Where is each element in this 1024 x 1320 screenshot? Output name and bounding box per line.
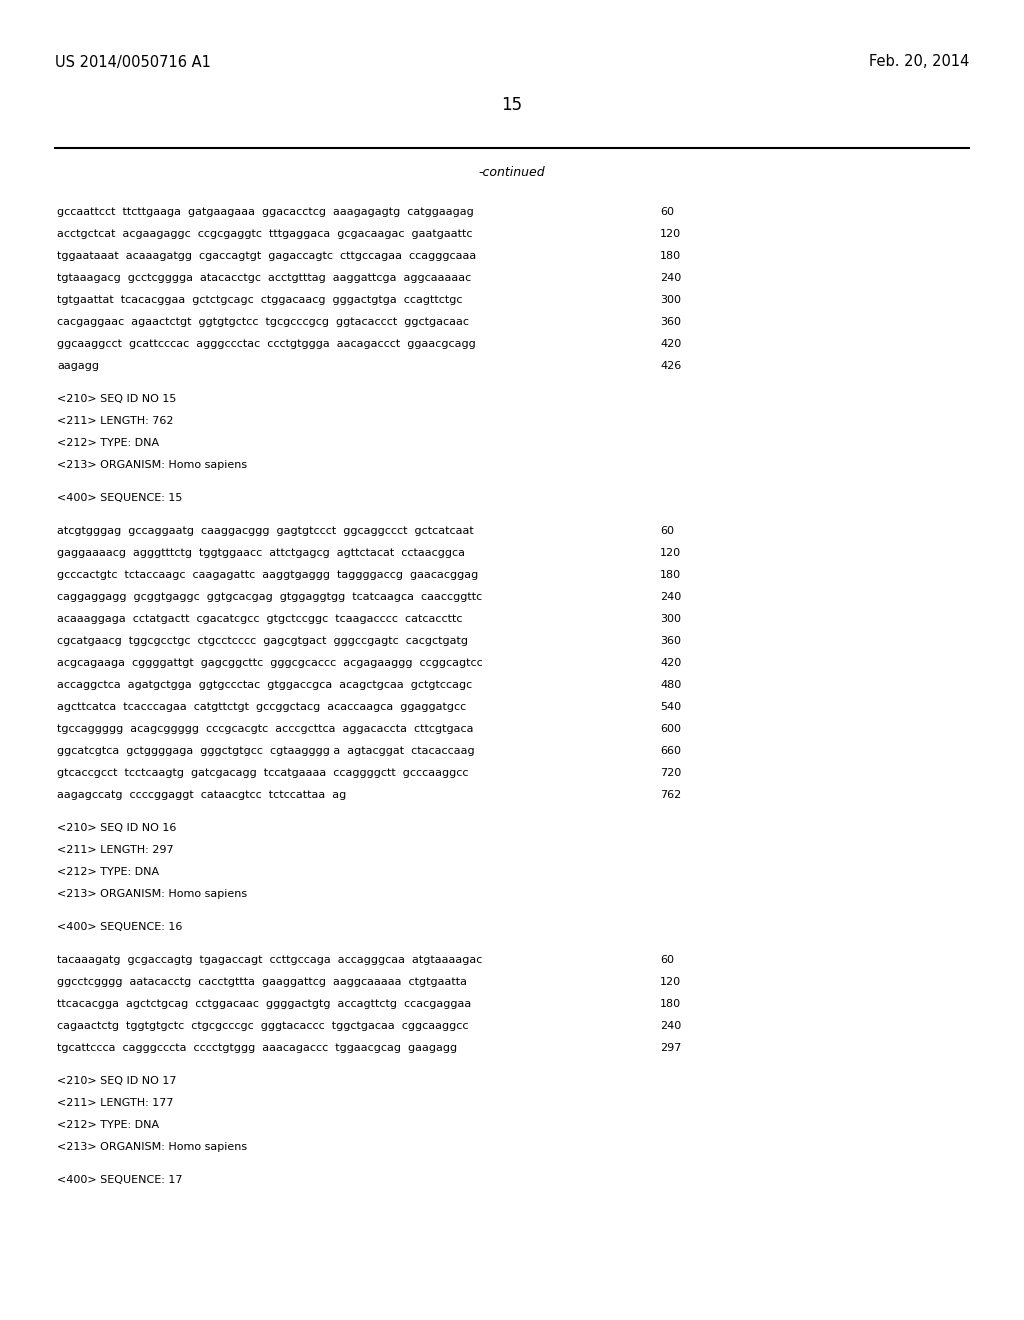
Text: caggaggagg  gcggtgaggc  ggtgcacgag  gtggaggtgg  tcatcaagca  caaccggttc: caggaggagg gcggtgaggc ggtgcacgag gtggagg… (57, 591, 482, 602)
Text: 120: 120 (660, 228, 681, 239)
Text: agcttcatca  tcacccagaa  catgttctgt  gccggctacg  acaccaagca  ggaggatgcc: agcttcatca tcacccagaa catgttctgt gccggct… (57, 702, 466, 711)
Text: 180: 180 (660, 251, 681, 261)
Text: 300: 300 (660, 294, 681, 305)
Text: ttcacacgga  agctctgcag  cctggacaac  ggggactgtg  accagttctg  ccacgaggaa: ttcacacgga agctctgcag cctggacaac ggggact… (57, 999, 471, 1008)
Text: 120: 120 (660, 977, 681, 987)
Text: 426: 426 (660, 360, 681, 371)
Text: 420: 420 (660, 339, 681, 348)
Text: <400> SEQUENCE: 16: <400> SEQUENCE: 16 (57, 921, 182, 932)
Text: 300: 300 (660, 614, 681, 624)
Text: accaggctca  agatgctgga  ggtgccctac  gtggaccgca  acagctgcaa  gctgtccagc: accaggctca agatgctgga ggtgccctac gtggacc… (57, 680, 472, 690)
Text: 180: 180 (660, 999, 681, 1008)
Text: 540: 540 (660, 702, 681, 711)
Text: <211> LENGTH: 297: <211> LENGTH: 297 (57, 845, 174, 855)
Text: 60: 60 (660, 207, 674, 216)
Text: <213> ORGANISM: Homo sapiens: <213> ORGANISM: Homo sapiens (57, 459, 247, 470)
Text: ggcctcgggg  aatacacctg  cacctgttta  gaaggattcg  aaggcaaaaa  ctgtgaatta: ggcctcgggg aatacacctg cacctgttta gaaggat… (57, 977, 467, 987)
Text: 360: 360 (660, 636, 681, 645)
Text: cacgaggaac  agaactctgt  ggtgtgctcc  tgcgcccgcg  ggtacaccct  ggctgacaac: cacgaggaac agaactctgt ggtgtgctcc tgcgccc… (57, 317, 469, 327)
Text: aagagccatg  ccccggaggt  cataacgtcc  tctccattaa  ag: aagagccatg ccccggaggt cataacgtcc tctccat… (57, 789, 346, 800)
Text: 480: 480 (660, 680, 681, 690)
Text: 660: 660 (660, 746, 681, 756)
Text: 297: 297 (660, 1043, 681, 1053)
Text: 180: 180 (660, 570, 681, 579)
Text: 60: 60 (660, 954, 674, 965)
Text: -continued: -continued (478, 165, 546, 178)
Text: aagagg: aagagg (57, 360, 99, 371)
Text: 240: 240 (660, 591, 681, 602)
Text: tgcattccca  cagggcccta  cccctgtggg  aaacagaccc  tggaacgcag  gaagagg: tgcattccca cagggcccta cccctgtggg aaacaga… (57, 1043, 457, 1053)
Text: atcgtgggag  gccaggaatg  caaggacggg  gagtgtccct  ggcaggccct  gctcatcaat: atcgtgggag gccaggaatg caaggacggg gagtgtc… (57, 525, 474, 536)
Text: 60: 60 (660, 525, 674, 536)
Text: <213> ORGANISM: Homo sapiens: <213> ORGANISM: Homo sapiens (57, 888, 247, 899)
Text: 240: 240 (660, 1020, 681, 1031)
Text: cgcatgaacg  tggcgcctgc  ctgcctcccc  gagcgtgact  gggccgagtc  cacgctgatg: cgcatgaacg tggcgcctgc ctgcctcccc gagcgtg… (57, 636, 468, 645)
Text: US 2014/0050716 A1: US 2014/0050716 A1 (55, 54, 211, 70)
Text: 240: 240 (660, 273, 681, 282)
Text: cagaactctg  tggtgtgctc  ctgcgcccgc  gggtacaccc  tggctgacaa  cggcaaggcc: cagaactctg tggtgtgctc ctgcgcccgc gggtaca… (57, 1020, 469, 1031)
Text: tacaaagatg  gcgaccagtg  tgagaccagt  ccttgccaga  accagggcaa  atgtaaaagac: tacaaagatg gcgaccagtg tgagaccagt ccttgcc… (57, 954, 482, 965)
Text: ggcatcgtca  gctggggaga  gggctgtgcc  cgtaagggg a  agtacggat  ctacaccaag: ggcatcgtca gctggggaga gggctgtgcc cgtaagg… (57, 746, 475, 756)
Text: <212> TYPE: DNA: <212> TYPE: DNA (57, 438, 159, 447)
Text: tgtaaagacg  gcctcgggga  atacacctgc  acctgtttag  aaggattcga  aggcaaaaac: tgtaaagacg gcctcgggga atacacctgc acctgtt… (57, 273, 471, 282)
Text: Feb. 20, 2014: Feb. 20, 2014 (868, 54, 969, 70)
Text: tggaataaat  acaaagatgg  cgaccagtgt  gagaccagtc  cttgccagaa  ccagggcaaa: tggaataaat acaaagatgg cgaccagtgt gagacca… (57, 251, 476, 261)
Text: gtcaccgcct  tcctcaagtg  gatcgacagg  tccatgaaaa  ccaggggctt  gcccaaggcc: gtcaccgcct tcctcaagtg gatcgacagg tccatga… (57, 768, 469, 777)
Text: gcccactgtc  tctaccaagc  caagagattc  aaggtgaggg  taggggaccg  gaacacggag: gcccactgtc tctaccaagc caagagattc aaggtga… (57, 570, 478, 579)
Text: <211> LENGTH: 177: <211> LENGTH: 177 (57, 1098, 173, 1107)
Text: tgccaggggg  acagcggggg  cccgcacgtc  acccgcttca  aggacaccta  cttcgtgaca: tgccaggggg acagcggggg cccgcacgtc acccgct… (57, 723, 473, 734)
Text: <210> SEQ ID NO 15: <210> SEQ ID NO 15 (57, 393, 176, 404)
Text: <212> TYPE: DNA: <212> TYPE: DNA (57, 867, 159, 876)
Text: <400> SEQUENCE: 17: <400> SEQUENCE: 17 (57, 1175, 182, 1185)
Text: 15: 15 (502, 96, 522, 114)
Text: tgtgaattat  tcacacggaa  gctctgcagc  ctggacaacg  gggactgtga  ccagttctgc: tgtgaattat tcacacggaa gctctgcagc ctggaca… (57, 294, 463, 305)
Text: 762: 762 (660, 789, 681, 800)
Text: 360: 360 (660, 317, 681, 327)
Text: acaaaggaga  cctatgactt  cgacatcgcc  gtgctccggc  tcaagacccc  catcaccttc: acaaaggaga cctatgactt cgacatcgcc gtgctcc… (57, 614, 463, 624)
Text: <211> LENGTH: 762: <211> LENGTH: 762 (57, 416, 173, 426)
Text: <213> ORGANISM: Homo sapiens: <213> ORGANISM: Homo sapiens (57, 1142, 247, 1152)
Text: 420: 420 (660, 657, 681, 668)
Text: 600: 600 (660, 723, 681, 734)
Text: 120: 120 (660, 548, 681, 558)
Text: gccaattcct  ttcttgaaga  gatgaagaaa  ggacacctcg  aaagagagtg  catggaagag: gccaattcct ttcttgaaga gatgaagaaa ggacacc… (57, 207, 474, 216)
Text: gaggaaaacg  agggtttctg  tggtggaacc  attctgagcg  agttctacat  cctaacggca: gaggaaaacg agggtttctg tggtggaacc attctga… (57, 548, 465, 558)
Text: 720: 720 (660, 768, 681, 777)
Text: acctgctcat  acgaagaggc  ccgcgaggtc  tttgaggaca  gcgacaagac  gaatgaattc: acctgctcat acgaagaggc ccgcgaggtc tttgagg… (57, 228, 472, 239)
Text: ggcaaggcct  gcattcccac  agggccctac  ccctgtggga  aacagaccct  ggaacgcagg: ggcaaggcct gcattcccac agggccctac ccctgtg… (57, 339, 476, 348)
Text: <400> SEQUENCE: 15: <400> SEQUENCE: 15 (57, 492, 182, 503)
Text: acgcagaaga  cggggattgt  gagcggcttc  gggcgcaccc  acgagaaggg  ccggcagtcc: acgcagaaga cggggattgt gagcggcttc gggcgca… (57, 657, 482, 668)
Text: <210> SEQ ID NO 17: <210> SEQ ID NO 17 (57, 1076, 176, 1086)
Text: <212> TYPE: DNA: <212> TYPE: DNA (57, 1119, 159, 1130)
Text: <210> SEQ ID NO 16: <210> SEQ ID NO 16 (57, 822, 176, 833)
